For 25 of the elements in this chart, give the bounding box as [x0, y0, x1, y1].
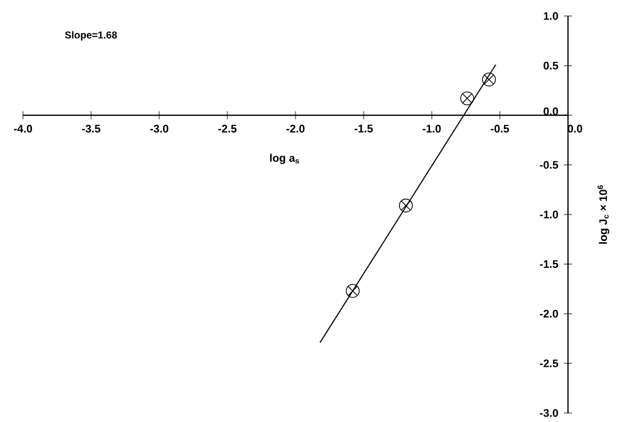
- x-axis-title: log a$_{s}$: [270, 154, 300, 164]
- point: [398, 198, 413, 212]
- point: [346, 284, 360, 298]
- x-tick-label: -2.5: [218, 124, 237, 133]
- x-tick-label: -2.0: [286, 124, 305, 133]
- x-tick-label: -3.0: [150, 124, 168, 133]
- point: [482, 72, 496, 86]
- x-tick-label: -1.5: [354, 124, 373, 132]
- y-tick-label: -3.0: [540, 409, 558, 417]
- x-tick-label: 0.0: [568, 124, 582, 133]
- y-tick-label: 0.5: [544, 62, 558, 70]
- y-tick-label: 1.0: [544, 12, 558, 20]
- x-tick-label: -0.5: [490, 124, 510, 133]
- y-tick-label: -0.5: [540, 160, 558, 169]
- annotation: Slope=1.68: [64, 31, 117, 40]
- x-tick-label: -3.5: [82, 124, 100, 133]
- y-tick-label: -2.5: [540, 359, 558, 368]
- point: [460, 91, 474, 106]
- x-tick-label: -1.0: [422, 124, 441, 133]
- y-tick-label: -1.0: [540, 210, 558, 218]
- y-axis-title: log J$_{c}$ × 10$^{6}$: [598, 185, 610, 244]
- y-tick-label: 0.0: [544, 107, 558, 116]
- x-tick-label: -4.0: [14, 124, 32, 133]
- y-tick-label: -1.5: [540, 260, 558, 268]
- y-tick-label: -2.0: [540, 310, 558, 318]
